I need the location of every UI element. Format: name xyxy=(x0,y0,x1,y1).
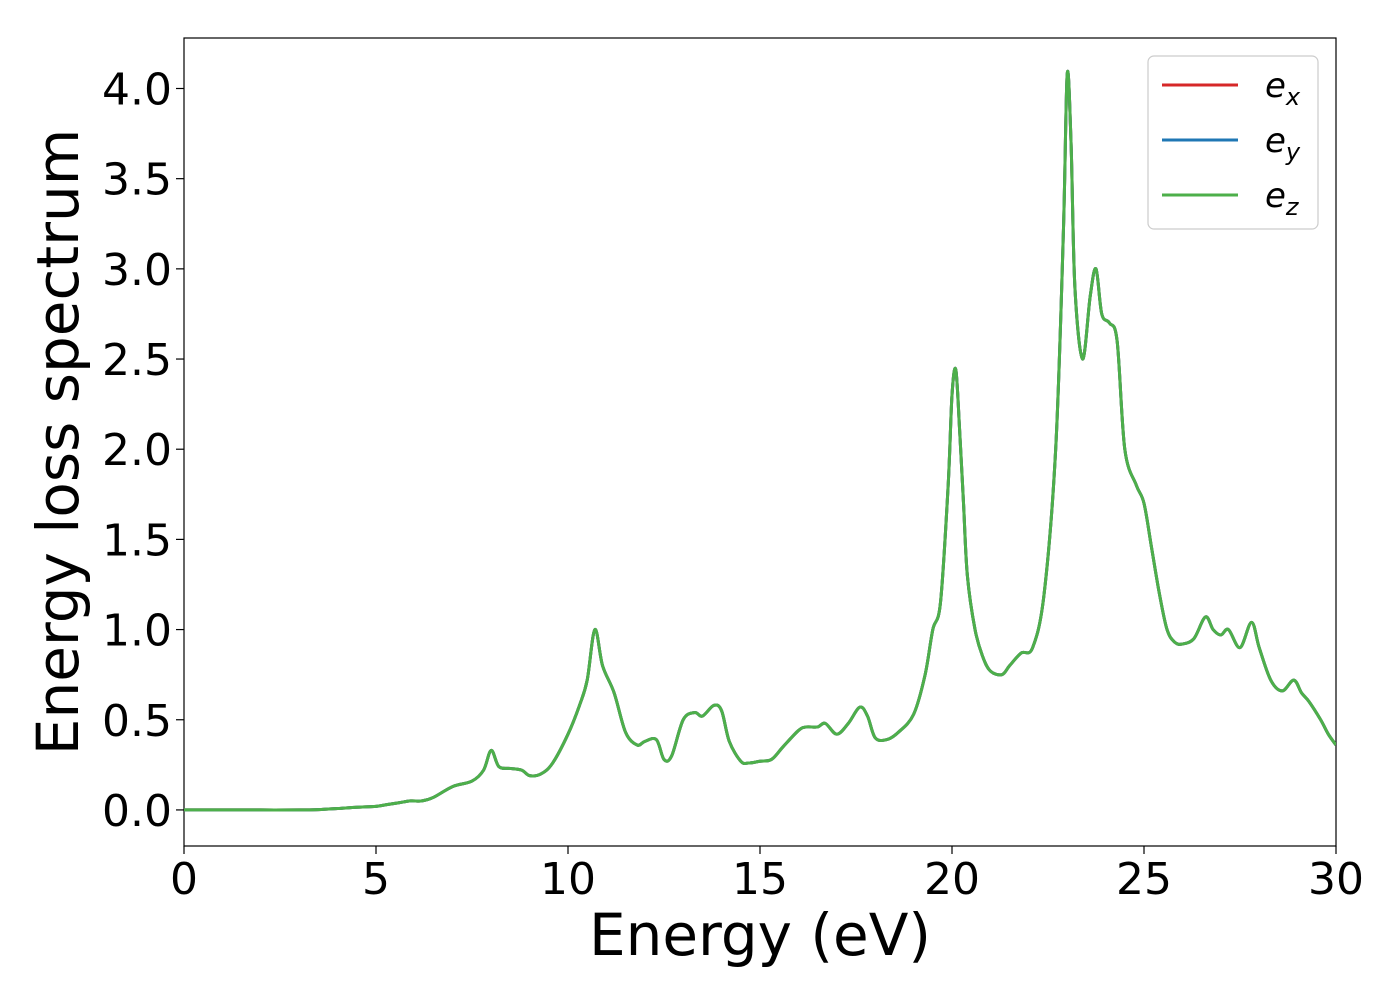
x-tick-label: 15 xyxy=(732,854,788,905)
series-line-e_z xyxy=(184,69,1336,812)
y-axis-title: Energy loss spectrum xyxy=(24,129,92,755)
y-axis: 0.0 0.5 1.0 1.5 2.0 2.5 3.0 3.5 4.0 xyxy=(102,65,184,837)
y-tick-label: 3.5 xyxy=(102,155,172,206)
y-tick-label: 0.5 xyxy=(102,696,172,747)
plot-area xyxy=(183,37,1337,847)
x-tick-label: 20 xyxy=(924,854,980,905)
x-tick-label: 25 xyxy=(1116,854,1172,905)
y-tick-label: 4.0 xyxy=(102,65,172,116)
legend-label-y: ey xyxy=(1265,121,1301,166)
y-tick-label: 1.0 xyxy=(102,606,172,657)
legend-box xyxy=(1147,55,1319,230)
series-layer xyxy=(184,69,1336,812)
y-tick-label: 3.0 xyxy=(102,245,172,296)
x-tick-label: 0 xyxy=(170,854,198,905)
y-tick-label: 1.5 xyxy=(102,515,172,566)
x-tick-label: 5 xyxy=(362,854,390,905)
x-axis: 0 5 10 15 20 25 30 xyxy=(170,846,1364,905)
x-tick-label: 10 xyxy=(540,854,596,905)
x-tick-label: 30 xyxy=(1308,854,1364,905)
y-tick-label: 2.5 xyxy=(102,335,172,386)
y-tick-label: 0.0 xyxy=(102,786,172,837)
y-tick-label: 2.0 xyxy=(102,425,172,476)
x-axis-title: Energy (eV) xyxy=(589,901,931,969)
plot-frame xyxy=(183,37,1337,847)
